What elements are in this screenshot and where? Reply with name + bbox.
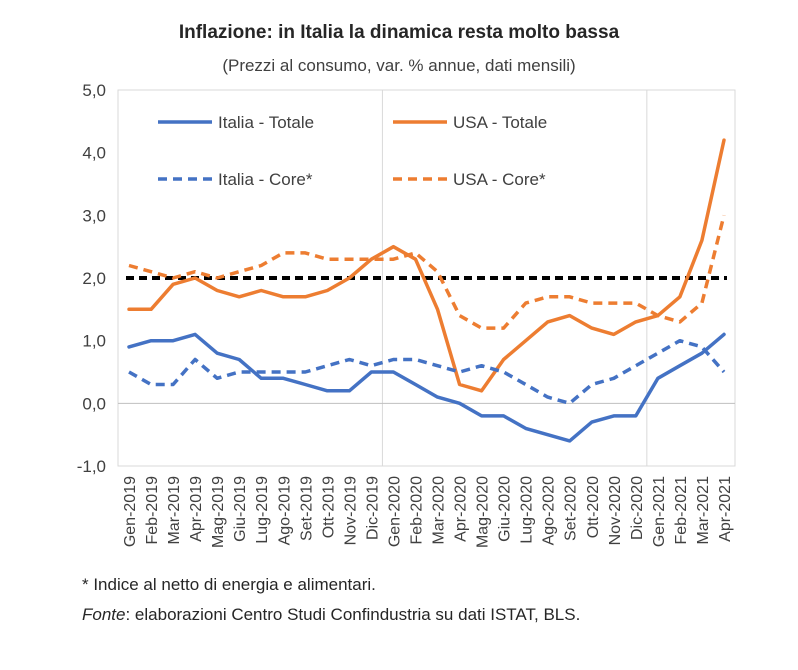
source-text: : elaborazioni Centro Studi Confindustri…: [125, 605, 581, 624]
y-tick-label: 1,0: [82, 332, 106, 351]
x-tick-label: Feb-2021: [673, 476, 690, 545]
x-tick-label: Nov-2019: [342, 476, 359, 545]
x-tick-label: Mar-2020: [431, 476, 448, 545]
y-tick-label: 0,0: [82, 394, 106, 413]
y-tick-label: 5,0: [82, 81, 106, 100]
x-tick-label: Dic-2019: [364, 476, 381, 540]
footnote: * Indice al netto di energia e alimentar…: [82, 575, 376, 594]
x-tick-label: Apr-2019: [188, 476, 205, 542]
x-tick-label: Mar-2021: [695, 476, 712, 545]
chart-title: Inflazione: in Italia la dinamica resta …: [178, 22, 620, 43]
series-line-italia-core: [128, 338, 726, 406]
x-tick-label: Lug-2019: [254, 476, 271, 544]
x-tick-label: Mar-2019: [166, 476, 183, 545]
x-tick-label: Ott-2019: [320, 476, 337, 538]
legend-label: Italia - Core*: [218, 170, 313, 189]
series-line-italia-totale: [127, 332, 726, 443]
legend-label: Italia - Totale: [218, 113, 314, 132]
series-line-usa-totale: [127, 138, 726, 393]
plot-frame: [117, 89, 736, 467]
x-tick-label: Mag-2020: [475, 476, 492, 548]
legend-label: USA - Totale: [453, 113, 547, 132]
y-tick-label: 2,0: [82, 269, 106, 288]
x-tick-label: Dic-2020: [629, 476, 646, 540]
x-tick-label: Feb-2020: [408, 476, 425, 545]
source-note: Fonte: elaborazioni Centro Studi Confind…: [82, 605, 580, 625]
x-tick-label: Gen-2020: [386, 476, 403, 547]
x-tick-label: Set-2019: [298, 476, 315, 541]
x-tick-label: Apr-2020: [453, 476, 470, 542]
x-tick-label: Mag-2019: [210, 476, 227, 548]
x-tick-label: Gen-2019: [122, 476, 139, 547]
x-tick-label: Lug-2020: [519, 476, 536, 544]
series-line-usa-core: [128, 214, 726, 330]
x-tick-label: Nov-2020: [607, 476, 624, 545]
y-tick-label: 4,0: [82, 144, 106, 163]
chart-subtitle: (Prezzi al consumo, var. % annue, dati m…: [222, 56, 576, 75]
y-tick-label: -1,0: [77, 457, 106, 476]
y-tick-label: 3,0: [82, 206, 106, 225]
x-tick-label: Apr-2021: [717, 476, 734, 542]
x-tick-label: Gen-2021: [651, 476, 668, 547]
x-tick-label: Giu-2020: [497, 476, 514, 542]
x-tick-label: Ago-2020: [541, 476, 558, 545]
x-tick-label: Ago-2019: [276, 476, 293, 545]
x-tick-label: Ott-2020: [585, 476, 602, 538]
x-tick-label: Set-2020: [563, 476, 580, 541]
x-tick-label: Giu-2019: [232, 476, 249, 542]
source-label: Fonte: [82, 605, 126, 624]
x-tick-label: Feb-2019: [144, 476, 161, 545]
legend-label: USA - Core*: [453, 170, 546, 189]
